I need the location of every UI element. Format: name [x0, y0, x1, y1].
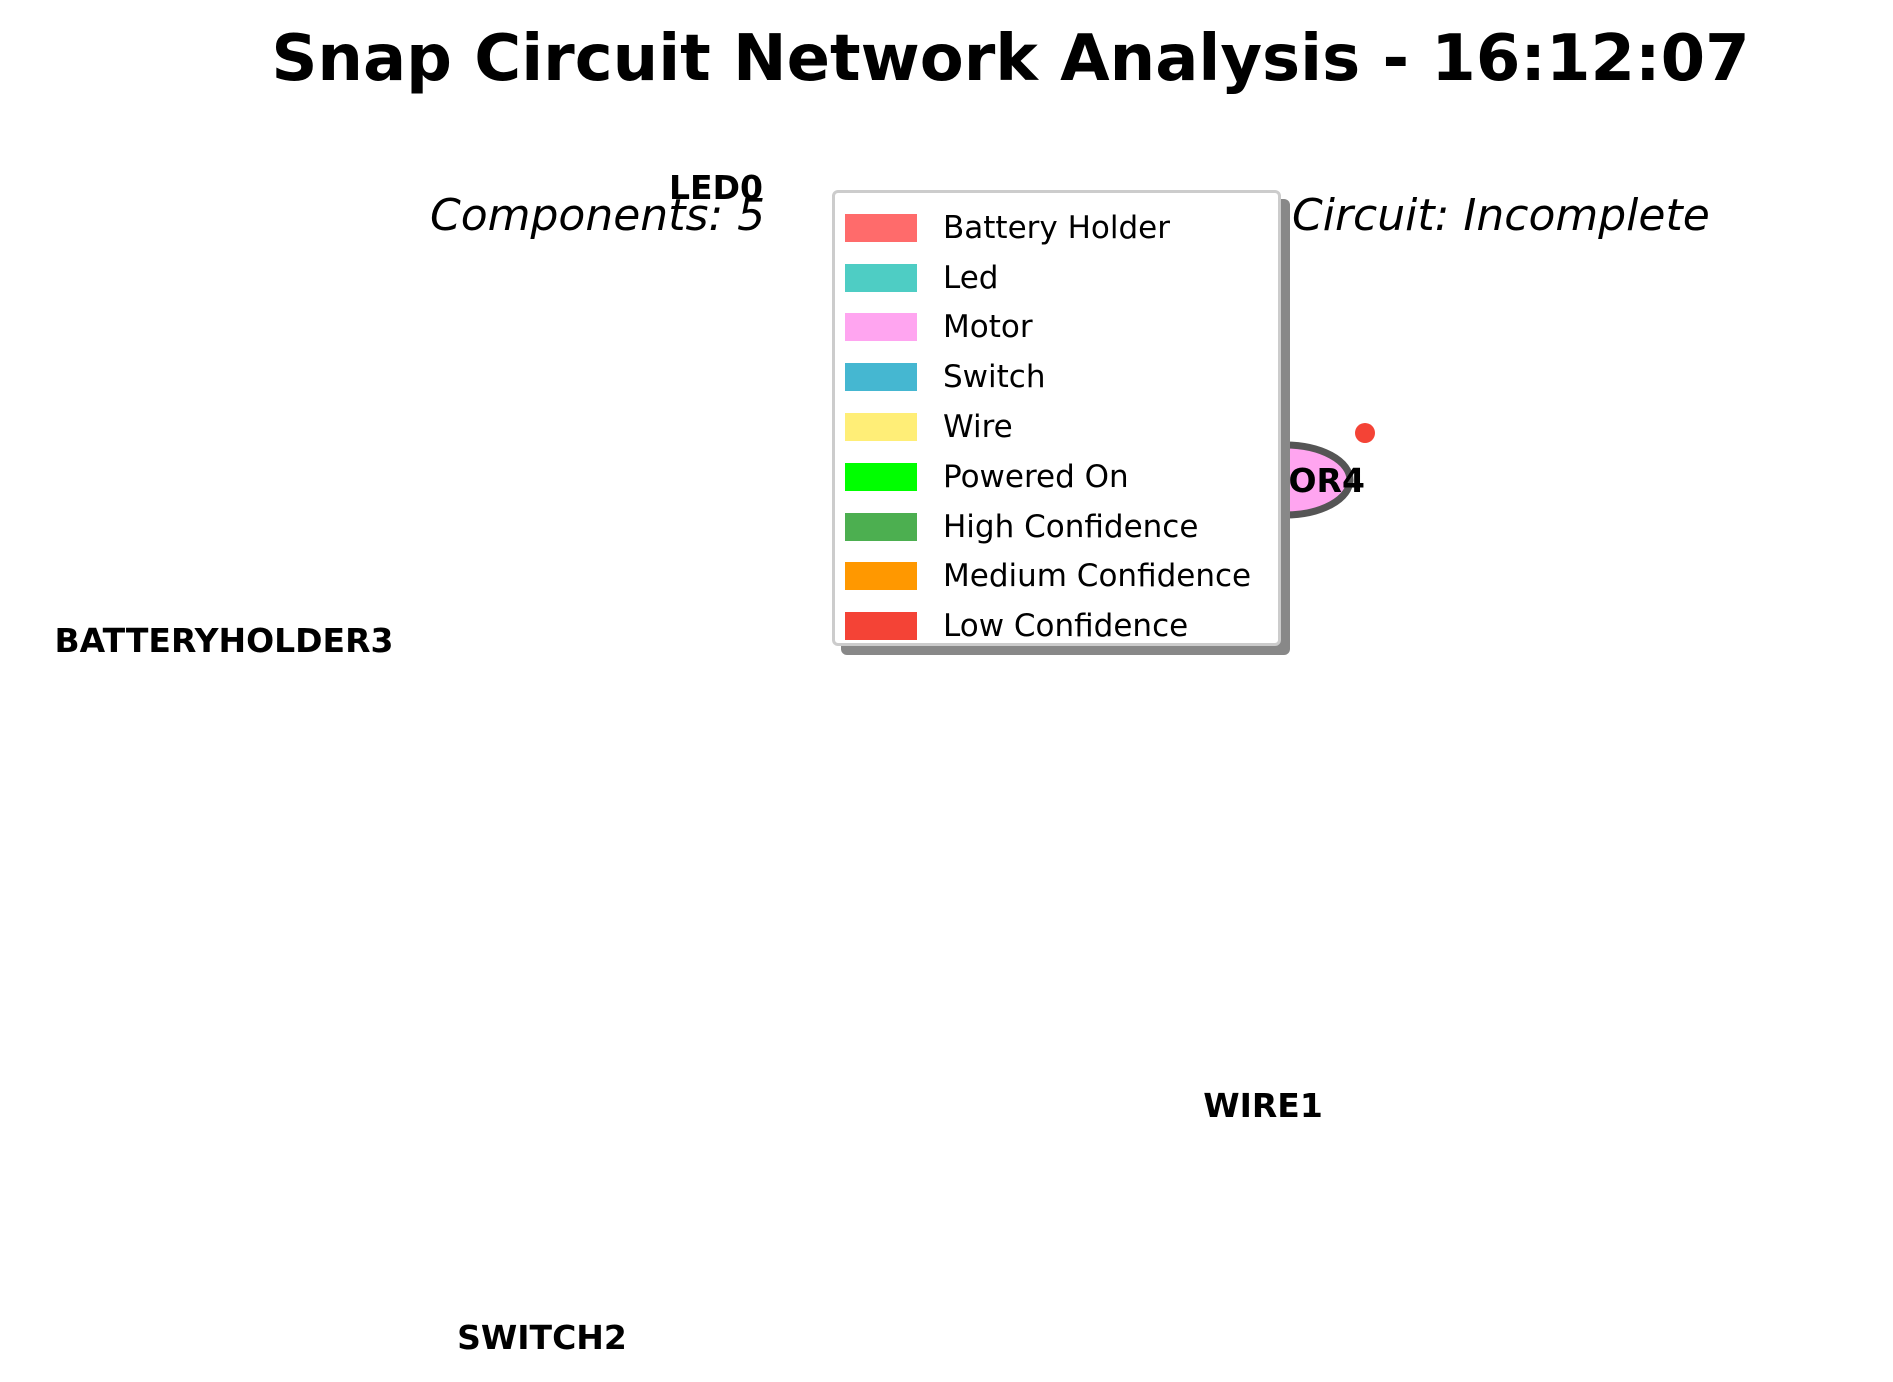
legend-item-motor: Motor [835, 303, 1278, 353]
node-label-wire1: WIRE1 [1203, 1086, 1323, 1125]
components-count: Components: 5 [430, 190, 766, 241]
legend-label: Powered On [943, 458, 1129, 495]
legend-label: High Confidence [943, 508, 1199, 545]
legend-item-switch: Switch [835, 352, 1278, 402]
legend-label: Switch [943, 359, 1046, 396]
legend-swatch [845, 263, 917, 292]
chart-title: Snap Circuit Network Analysis - 16:12:07 [271, 22, 1750, 96]
legend-swatch [845, 413, 917, 442]
legend-swatch [845, 462, 917, 491]
node-label-batteryholder3: BATTERYHOLDER3 [55, 621, 394, 660]
legend-swatch [845, 213, 917, 242]
legend-swatch [845, 313, 917, 342]
legend-swatch [845, 562, 917, 591]
legend-label: Motor [943, 309, 1033, 346]
legend-item-wire: Wire [835, 402, 1278, 452]
legend-item-led: Led [835, 253, 1278, 303]
legend-swatch [845, 512, 917, 541]
legend-item-battery-holder: Battery Holder [835, 203, 1278, 253]
legend-label: Low Confidence [943, 608, 1189, 645]
legend-item-high-confidence: High Confidence [835, 502, 1278, 552]
node-label-switch2: SWITCH2 [457, 1318, 627, 1357]
circuit-status: Circuit: Incomplete [1292, 190, 1710, 241]
legend-item-medium-confidence: Medium Confidence [835, 552, 1278, 602]
legend-swatch [845, 363, 917, 392]
legend-label: Medium Confidence [943, 558, 1252, 595]
legend-item-powered-on: Powered On [835, 452, 1278, 502]
legend-label: Led [943, 259, 999, 296]
legend-swatch [845, 612, 917, 641]
legend-label: Battery Holder [943, 209, 1170, 246]
legend: Battery Holder Led Motor Switch Wire Pow… [832, 190, 1281, 646]
legend-item-low-confidence: Low Confidence [835, 601, 1278, 651]
low-confidence-indicator [1355, 423, 1375, 443]
node-label-led0: LED0 [669, 168, 763, 207]
legend-label: Wire [943, 409, 1013, 446]
